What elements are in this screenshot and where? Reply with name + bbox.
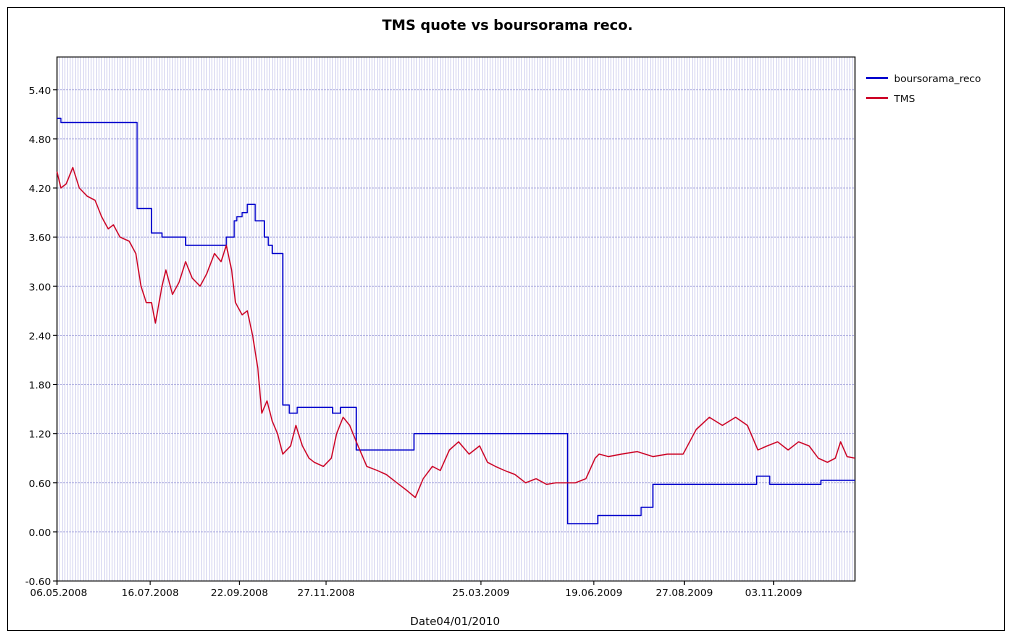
x-tick-label: 16.07.2008 (122, 588, 179, 599)
legend-entry: TMS (893, 94, 915, 105)
y-tick-label: 5.40 (29, 86, 51, 97)
series-layer (56, 117, 856, 525)
plot-border (56, 56, 856, 582)
x-axis: 06.05.2008 16.07.2008 22.09.2008 27.11.2008… (30, 581, 802, 599)
series-line-boursorama-reco (57, 117, 855, 525)
y-tick-label: 1.20 (29, 430, 51, 441)
series-line-tms (56, 166, 856, 499)
x-tick-label: 25.03.2009 (452, 588, 509, 599)
y-tick-label: 3.60 (29, 233, 51, 244)
y-tick-label: 1.80 (29, 381, 51, 392)
y-tick-label: 4.20 (29, 184, 51, 195)
x-tick-label: 06.05.2008 (30, 588, 87, 599)
x-tick-label: 19.06.2009 (565, 588, 622, 599)
chart-title: TMS quote vs boursorama reco. (382, 18, 633, 34)
y-axis: -0.60 0.00 0.60 1.20 1.80 2.40 3.00 3.60 4.20 4.8… (25, 86, 57, 588)
x-axis-label: Date04/01/2010 (410, 615, 500, 628)
y-tick-label: -0.60 (25, 577, 51, 588)
y-tick-label: 2.40 (29, 331, 51, 342)
legend-entry: boursorama_reco (894, 74, 981, 85)
y-tick-label: 0.00 (29, 528, 51, 539)
x-tick-label: 27.11.2008 (297, 588, 354, 599)
x-tick-label: 27.08.2009 (656, 588, 713, 599)
y-tick-label: 3.00 (29, 282, 51, 293)
x-tick-label: 22.09.2008 (211, 588, 268, 599)
x-tick-label: 03.11.2009 (745, 588, 802, 599)
y-tick-label: 0.60 (29, 479, 51, 490)
y-tick-label: 4.80 (29, 135, 51, 146)
legend: boursorama_reco TMS (866, 74, 981, 105)
